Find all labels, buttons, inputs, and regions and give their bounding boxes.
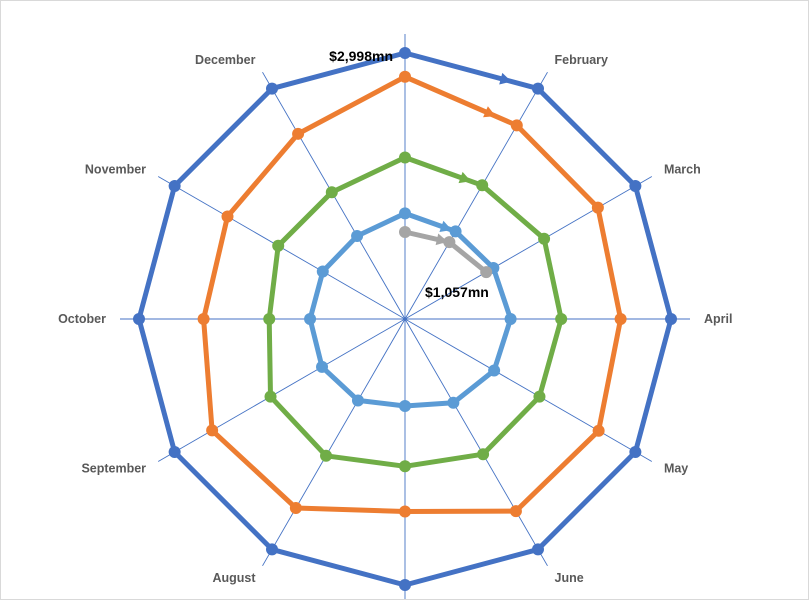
direction-arrow [483, 106, 496, 118]
data-point-february [532, 82, 544, 95]
category-label-august: August [212, 571, 256, 585]
series-3 [263, 151, 568, 473]
data-point-june [447, 396, 460, 409]
category-label-february: February [555, 53, 609, 67]
category-label-september: September [81, 462, 146, 476]
label-layer: February March April May June August September… [58, 53, 732, 585]
data-point-may [488, 364, 501, 377]
data-point-october [263, 313, 276, 325]
data-point-august [266, 543, 278, 556]
data-point-april [555, 313, 568, 325]
direction-arrow [439, 220, 452, 233]
data-point-august [289, 502, 302, 515]
category-label-may: May [664, 462, 688, 476]
category-label-october: October [58, 312, 106, 326]
axis-line-may [404, 318, 653, 462]
data-point-february [449, 225, 462, 238]
category-label-april: April [704, 312, 732, 326]
category-label-november: November [85, 163, 146, 177]
data-point-june [509, 505, 522, 518]
axis-line-august [262, 318, 406, 567]
data-point-february [443, 236, 456, 249]
data-label-current: $1,057mn [425, 284, 489, 300]
data-point-february [510, 119, 523, 132]
series-2 [197, 70, 627, 518]
data-point-january [399, 151, 411, 164]
axes-layer [120, 34, 690, 599]
category-label-june: June [555, 571, 584, 585]
category-label-march: March [664, 163, 701, 177]
series-5 [399, 226, 493, 279]
data-point-march [480, 266, 493, 279]
data-point-january [399, 226, 411, 239]
direction-arrow [499, 72, 512, 85]
data-point-october [133, 313, 145, 325]
data-point-november [272, 239, 285, 252]
data-point-november [221, 210, 234, 223]
data-point-july [399, 399, 411, 412]
data-point-january [399, 207, 411, 220]
data-point-august [351, 394, 364, 407]
data-point-july [399, 579, 411, 591]
data-point-march [629, 180, 642, 192]
data-point-september [206, 424, 219, 437]
data-point-july [399, 460, 411, 473]
axis-line-february [404, 71, 548, 320]
series-1 [133, 47, 677, 591]
data-point-january [399, 70, 411, 83]
series-4 [304, 207, 517, 412]
data-point-december [325, 186, 338, 199]
data-point-january [399, 47, 411, 59]
axis-line-march [404, 176, 653, 320]
data-point-october [197, 313, 210, 325]
data-point-may [533, 390, 546, 403]
axis-line-september [157, 318, 406, 462]
data-point-may [629, 446, 642, 458]
data-label-max: $2,998mn [329, 48, 393, 64]
series-layer [133, 47, 677, 591]
data-point-september [168, 446, 181, 458]
data-point-march [538, 232, 551, 245]
data-point-november [168, 180, 181, 192]
data-point-december [351, 230, 364, 243]
direction-arrow [458, 171, 471, 184]
data-point-april [504, 313, 517, 325]
data-point-september [264, 390, 277, 403]
axis-line-june [404, 318, 548, 567]
category-label-december: December [195, 53, 256, 67]
data-point-march [591, 201, 604, 214]
data-point-november [316, 265, 329, 278]
data-point-june [477, 448, 490, 461]
data-point-august [320, 449, 333, 462]
data-point-july [399, 505, 411, 518]
data-point-october [304, 313, 317, 325]
data-point-june [532, 543, 544, 556]
data-point-december [292, 127, 305, 140]
data-point-april [665, 313, 677, 325]
data-point-may [592, 424, 605, 437]
data-point-september [316, 360, 329, 373]
data-point-april [614, 313, 627, 325]
data-point-december [266, 82, 278, 95]
data-point-february [476, 179, 489, 192]
